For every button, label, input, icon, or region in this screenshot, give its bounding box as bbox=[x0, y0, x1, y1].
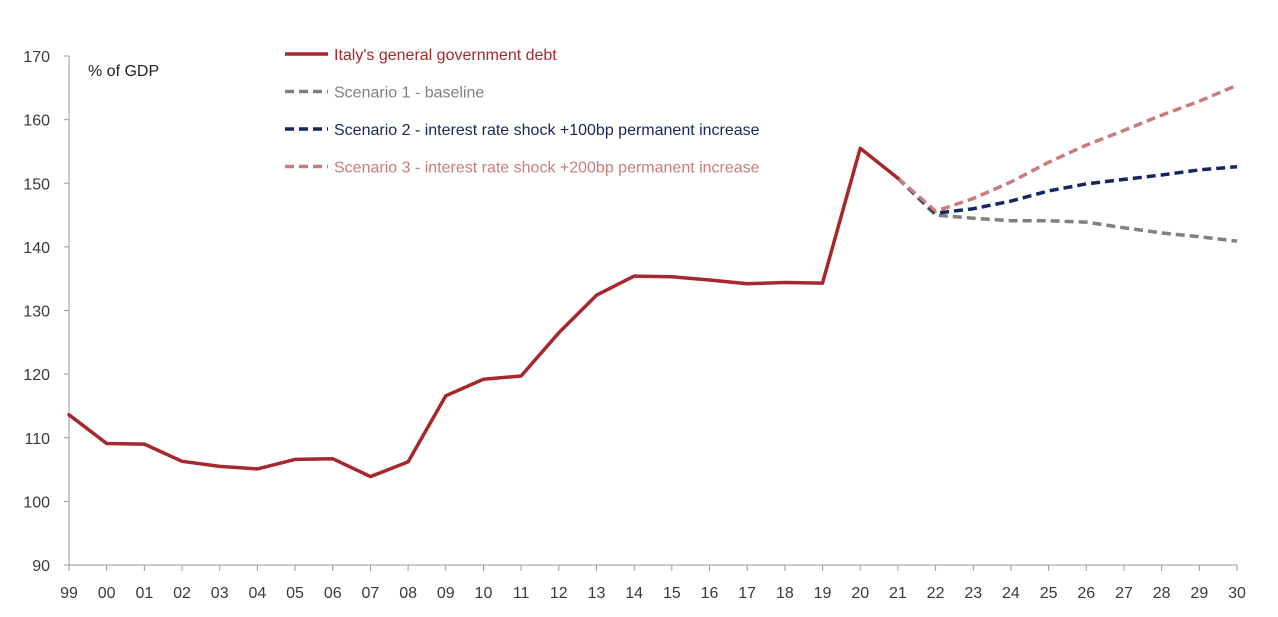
x-tick-label: 18 bbox=[776, 585, 794, 602]
legend-item: Scenario 1 - baseline bbox=[285, 85, 484, 102]
x-tick-label: 11 bbox=[513, 585, 530, 602]
x-tick-label: 22 bbox=[927, 585, 945, 602]
x-tick-label: 13 bbox=[588, 585, 606, 602]
legend-item: Italy's general government debt bbox=[285, 47, 557, 64]
x-tick-label: 09 bbox=[437, 585, 455, 602]
x-tick-label: 00 bbox=[98, 585, 116, 602]
y-tick-label: 100 bbox=[23, 494, 50, 511]
x-tick-label: 24 bbox=[1002, 585, 1020, 602]
x-tick-label: 14 bbox=[625, 585, 643, 602]
x-tick-label: 23 bbox=[964, 585, 982, 602]
legend-label: Italy's general government debt bbox=[334, 47, 557, 64]
x-tick-label: 07 bbox=[362, 585, 380, 602]
series-line-scenario-1 bbox=[896, 176, 1238, 243]
y-tick-label: 170 bbox=[23, 49, 50, 66]
x-tick-label: 17 bbox=[738, 585, 756, 602]
x-tick-label: 30 bbox=[1228, 585, 1246, 602]
x-tick-label: 12 bbox=[550, 585, 568, 602]
series-layer bbox=[67, 83, 1238, 479]
series-line-historical bbox=[67, 146, 900, 479]
x-tick-label: 21 bbox=[889, 585, 907, 602]
x-tick-label: 01 bbox=[135, 585, 153, 602]
y-tick-label: 110 bbox=[24, 431, 50, 448]
x-tick-label: 15 bbox=[663, 585, 681, 602]
series-line-scenario-2 bbox=[896, 164, 1238, 215]
x-tick-label: 06 bbox=[324, 585, 342, 602]
unit-label: % of GDP bbox=[88, 63, 159, 80]
x-tick-label: 03 bbox=[211, 585, 229, 602]
x-tick-label: 20 bbox=[851, 585, 869, 602]
series-line-scenario-3 bbox=[896, 83, 1238, 213]
y-tick-label: 160 bbox=[23, 113, 50, 130]
x-tick-label: 26 bbox=[1077, 585, 1095, 602]
y-tick-label: 140 bbox=[23, 240, 50, 257]
legend-label: Scenario 2 - interest rate shock +100bp … bbox=[334, 122, 760, 139]
x-tick-label: 29 bbox=[1190, 585, 1208, 602]
y-tick-label: 120 bbox=[23, 367, 50, 384]
x-tick-label: 16 bbox=[701, 585, 719, 602]
x-tick-label: 08 bbox=[399, 585, 417, 602]
x-tick-label: 04 bbox=[248, 585, 266, 602]
legend-item: Scenario 3 - interest rate shock +200bp … bbox=[285, 160, 760, 177]
x-tick-label: 27 bbox=[1115, 585, 1133, 602]
legend-label: Scenario 1 - baseline bbox=[334, 85, 484, 102]
x-tick-label: 99 bbox=[60, 585, 78, 602]
axes: 90 100 110 120 130 140 150 160 170 99 00 01 02 03 04 05… bbox=[23, 49, 1246, 602]
x-tick-label: 10 bbox=[475, 585, 493, 602]
x-tick-label: 28 bbox=[1153, 585, 1171, 602]
y-tick-label: 90 bbox=[32, 558, 50, 575]
legend-item: Scenario 2 - interest rate shock +100bp … bbox=[285, 122, 760, 139]
y-tick-label: 130 bbox=[23, 304, 50, 321]
y-tick-label: 150 bbox=[23, 176, 50, 193]
x-tick-label: 05 bbox=[286, 585, 304, 602]
x-tick-label: 25 bbox=[1040, 585, 1058, 602]
legend-label: Scenario 3 - interest rate shock +200bp … bbox=[334, 160, 760, 177]
x-tick-label: 02 bbox=[173, 585, 191, 602]
x-tick-label: 19 bbox=[814, 585, 832, 602]
legend: Italy's general government debt Scenario … bbox=[285, 47, 760, 177]
